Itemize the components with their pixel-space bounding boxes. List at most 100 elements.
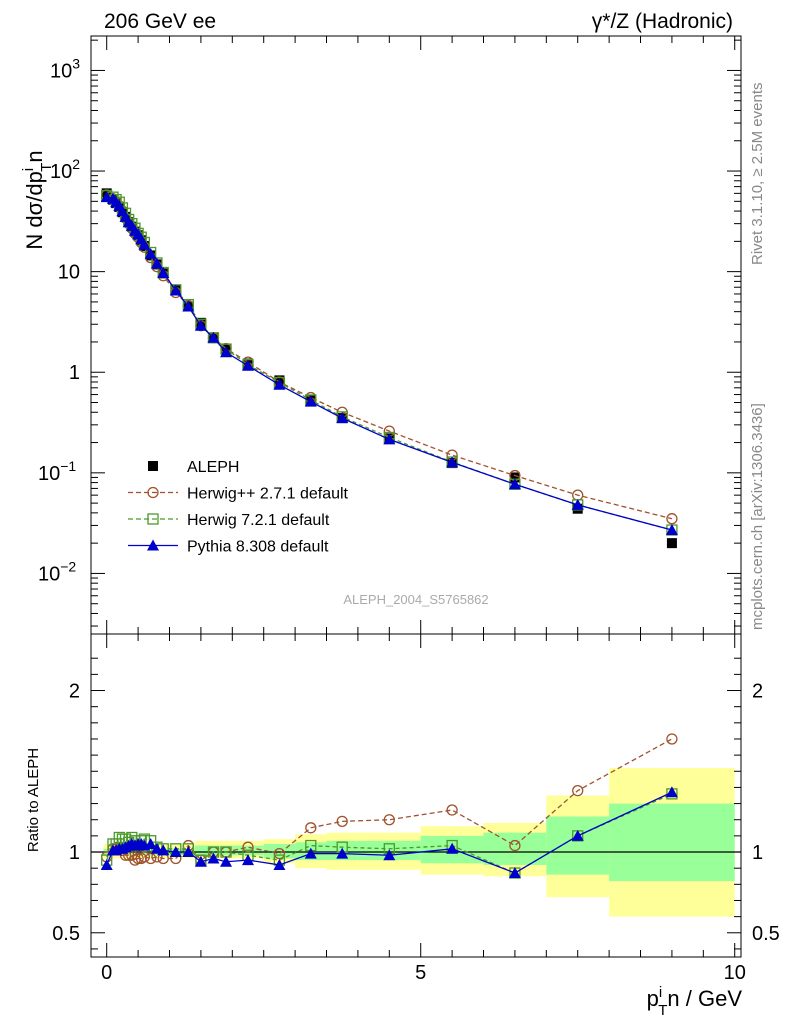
ratio-point-herwigpp	[572, 785, 584, 797]
main-y-tick-exp: −1	[60, 458, 76, 474]
point-pythia	[665, 524, 678, 536]
main-y-tick-base: 10	[38, 463, 60, 485]
ratio-y-tick-label: 0.5	[52, 923, 80, 945]
ratio-x-tick-label: 10	[724, 962, 746, 984]
series-line-pythia	[106, 196, 673, 531]
point-pythia	[169, 284, 182, 296]
ratio-point-herwigpp	[305, 822, 317, 834]
ratio-point-pythia	[242, 854, 255, 866]
point-pythia	[273, 378, 286, 390]
watermark: ALEPH_2004_S5765862	[343, 592, 488, 607]
mcplots-label: mcplots.cern.ch [arXiv:1306.3436]	[749, 403, 766, 630]
ratio-x-tick-label: 5	[415, 962, 426, 984]
legend-label-aleph: ALEPH	[187, 459, 239, 476]
ratio-point-herwigpp	[446, 804, 458, 816]
point-pythia	[220, 346, 233, 358]
header-left: 206 GeV ee	[104, 10, 216, 33]
ratio-point-pythia	[273, 858, 286, 870]
ratio-bands	[103, 768, 735, 917]
stat-band	[609, 803, 735, 882]
series-herwig7	[101, 189, 678, 536]
main-ylabel-text: N dσ/dp	[22, 171, 47, 249]
ratio-point-herwigpp	[273, 847, 286, 860]
ratio-point-herwigpp	[336, 815, 348, 827]
ratio-y-tick-label-right: 1	[752, 842, 763, 864]
ratio-point-pythia	[336, 847, 349, 859]
ratio-point-pythia	[571, 829, 584, 841]
ratio-point-herwigpp	[132, 852, 144, 865]
ratio-point-herwigpp	[138, 851, 151, 863]
point-pythia	[194, 319, 207, 331]
legend-label-herwigpp: Herwig++ 2.7.1 default	[187, 486, 349, 503]
main-y-tick-label: 102	[50, 156, 80, 183]
ratio-point-pythia	[207, 852, 220, 864]
ratio-ylabel: Ratio to ALEPH	[25, 748, 42, 852]
legend-marker-pythia	[147, 539, 159, 551]
main-ylabel-sub: T	[38, 163, 55, 172]
ratio-panel: 0.5 0.5 1 1 2 2 0 5 10	[52, 633, 780, 984]
main-y-tick-base: 10	[38, 563, 60, 585]
point-pythia	[157, 266, 170, 278]
main-y-tick-exp: 3	[72, 55, 80, 71]
ratio-point-pythia	[508, 867, 521, 879]
ratio-point-pythia	[157, 844, 170, 856]
svg-text:N dσ/dpiTn: N dσ/dpiTn	[20, 150, 55, 249]
main-y-tick-label: 1	[69, 362, 80, 384]
ratio-point-herwigpp	[509, 839, 521, 852]
ratio-point-pythia	[446, 842, 459, 854]
point-aleph	[666, 538, 677, 549]
main-y-tick-label: 10−1	[38, 458, 76, 485]
legend-marker-aleph	[148, 461, 158, 471]
legend: ALEPH Herwig++ 2.7.1 default Herwig 7.2.1 …	[128, 459, 349, 556]
ratio-y-tick-label: 1	[69, 842, 80, 864]
main-y-tick-base: 10	[50, 161, 72, 183]
main-y-tick-exp: 2	[72, 156, 80, 172]
ratio-point-pythia	[169, 846, 182, 858]
main-ylabel: N dσ/dpiTn	[20, 150, 55, 249]
ratio-x-tick-label: 0	[101, 962, 112, 984]
point-pythia	[242, 359, 255, 371]
ratio-xlabel-sub: T	[658, 1002, 667, 1019]
ratio-point-herwigpp	[666, 733, 678, 745]
ratio-point-pythia	[194, 855, 207, 867]
point-pythia	[446, 456, 459, 468]
legend-marker-herwig7	[147, 513, 159, 525]
main-ylabel-sup: i	[20, 168, 37, 171]
main-ylabel-tail: n	[22, 150, 47, 162]
main-y-tick-base: 10	[50, 60, 72, 82]
ratio-point-pythia	[182, 846, 195, 858]
legend-marker-herwigpp	[147, 486, 159, 499]
point-pythia	[207, 331, 220, 343]
legend-label-herwig7: Herwig 7.2.1 default	[187, 512, 330, 529]
main-y-tick-label: 10	[58, 262, 80, 284]
ratio-series-pythia	[100, 786, 678, 879]
ratio-y-tick-label-right: 2	[752, 681, 763, 703]
point-pythia	[571, 498, 584, 510]
rivet-label: Rivet 3.1.10, ≥ 2.5M events	[749, 83, 766, 266]
ratio-point-pythia	[665, 786, 678, 798]
point-herwigpp	[666, 513, 678, 525]
ratio-xlabel: pi Tn / GeV	[647, 984, 743, 1019]
ratio-y-tick-label: 2	[69, 681, 80, 703]
series-pythia	[100, 191, 678, 536]
point-pythia	[150, 257, 163, 269]
point-pythia	[383, 433, 396, 445]
ratio-point-herwigpp	[383, 814, 395, 826]
ratio-point-herwigpp	[145, 852, 157, 865]
series-line-herwig7	[106, 194, 673, 531]
point-aleph	[509, 472, 520, 483]
ratio-frame	[90, 633, 742, 958]
point-pythia	[144, 247, 157, 259]
point-pythia	[182, 300, 195, 312]
legend-label-pythia: Pythia 8.308 default	[187, 539, 329, 556]
point-pythia	[138, 238, 151, 250]
ratio-y-tick-label-right: 0.5	[752, 923, 780, 945]
ratio-point-pythia	[304, 847, 317, 859]
ratio-point-pythia	[144, 837, 157, 849]
ratio-xlabel-tail: n / GeV	[667, 986, 742, 1011]
main-y-tick-exp: −2	[60, 558, 76, 574]
ratio-point-pythia	[383, 849, 396, 861]
main-y-ticks	[91, 39, 741, 627]
